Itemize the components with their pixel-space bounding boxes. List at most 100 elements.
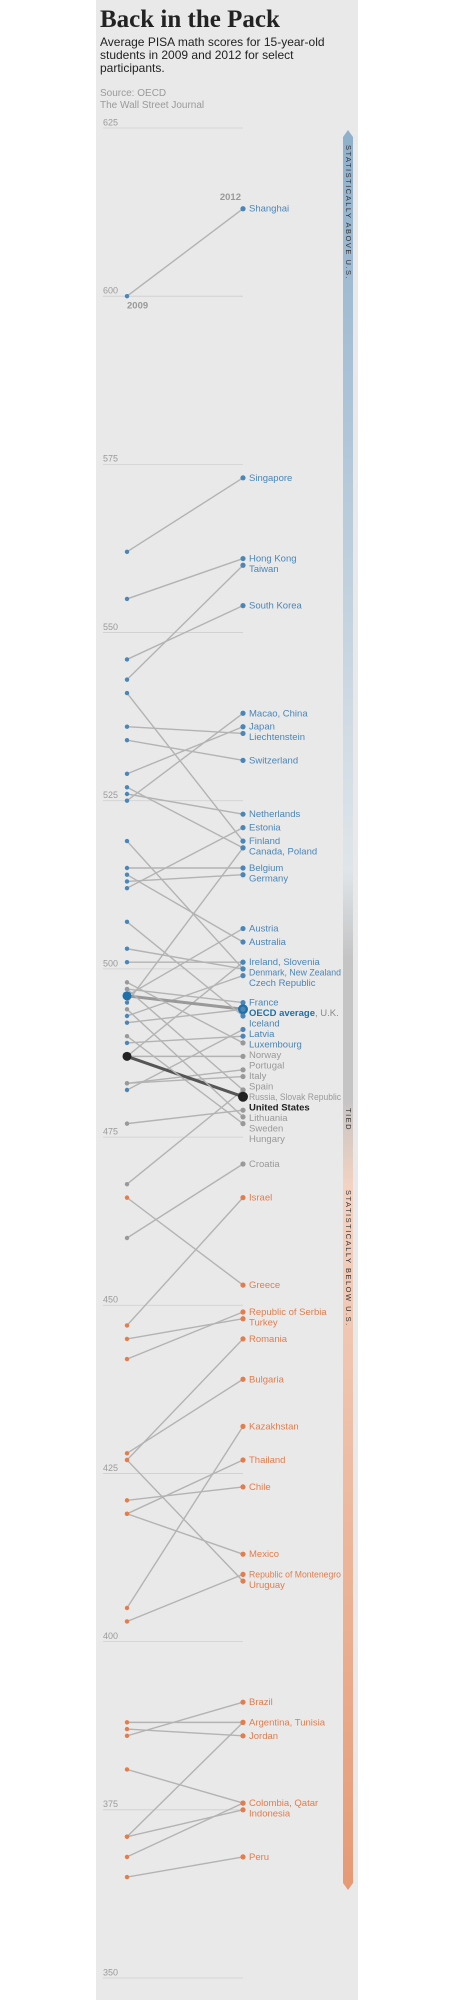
dot-2012 [240,475,246,481]
label-text: Turkey [249,1317,278,1328]
label-text: Uruguay [249,1579,285,1590]
label-text: Australia [249,937,287,948]
country-label: Peru [249,1851,269,1862]
label-text: Canada, Poland [249,846,317,857]
label-text: Denmark, New Zealand [249,967,341,978]
dot-2009 [124,1020,130,1025]
country-label: Liechtenstein [249,732,305,743]
dot-2009 [122,991,132,1001]
dot-2012 [240,206,246,212]
country-label: United States [249,1102,310,1113]
dot-2012 [240,825,246,831]
slope-line [126,1809,244,1838]
dot-2009 [124,1605,130,1611]
y-tick-label: 475 [103,1126,118,1136]
dot-2012 [240,1336,246,1342]
dot-2012 [240,1699,246,1705]
dot-2009 [124,946,130,951]
country-label: Netherlands [249,809,300,820]
slope-line [126,1802,244,1858]
slope-line [126,1054,244,1099]
label-text: Russia, Slovak Republic [249,1092,341,1103]
label-text: Thailand [249,1455,285,1466]
country-label: Ireland, Slovenia [249,957,320,968]
dot-2012 [240,1161,246,1167]
country-label: France [249,997,279,1008]
label-text: Austria [249,923,279,934]
dot-2009 [124,1087,130,1093]
label-text: Republic of Montenegro [249,1569,341,1580]
slope-line [126,692,244,842]
y-tick-label: 625 [103,117,118,127]
slope-line [126,1028,244,1091]
label-text: Bulgaria [249,1374,285,1385]
dot-2012 [240,710,246,716]
dot-2012 [240,757,246,763]
label-text: Mexico [249,1549,279,1560]
label-text: Singapore [249,472,292,483]
label-text: Spain [249,1081,273,1092]
label-text: Shanghai [249,203,289,214]
label-text: Taiwan [249,564,279,575]
slope-line [126,1768,244,1804]
country-label: Latvia [249,1029,275,1040]
slope-line [126,208,244,297]
label-text: Italy [249,1071,267,1082]
year-label: 2009 [127,301,148,312]
dot-2012 [240,1376,246,1382]
dot-2012 [240,811,246,817]
y-tick-label: 525 [103,790,118,800]
country-label: Austria [249,923,279,934]
dot-2009 [124,838,130,844]
dot-2012 [240,1551,246,1557]
dot-2012 [240,1457,246,1463]
dot-2009 [124,657,130,662]
dot-2009 [124,1040,130,1046]
country-label: Italy [249,1071,267,1082]
slope-line [126,827,244,889]
label-text: Chile [249,1481,271,1492]
country-label: Thailand [249,1455,285,1466]
slope-line [126,477,244,553]
dot-2009 [124,1733,130,1739]
dot-2009 [124,737,130,743]
label-text: Iceland [249,1018,280,1029]
dot-2012 [240,1484,246,1490]
label-text: Estonia [249,822,281,833]
dot-2012 [240,1571,246,1577]
country-label: Uruguay [249,1579,285,1590]
dot-2012 [240,1026,246,1033]
dot-2009 [124,690,130,696]
slope-line [126,1513,244,1555]
slope-line [126,988,244,1091]
slope-line [126,1197,244,1286]
slope-line [126,1008,244,1118]
dot-2012 [240,872,246,878]
label-text: Jordan [249,1730,278,1741]
slope-line [126,847,244,1003]
credit: The Wall Street Journal [100,100,205,111]
slope-line [126,1338,244,1461]
country-label: Greece [249,1280,280,1291]
dot-2012 [240,1719,246,1725]
slope-line [126,712,244,802]
slope-line [126,1728,244,1737]
dot-2009 [124,1323,130,1328]
dot-2012 [240,1006,246,1012]
country-label: Lithuania [249,1113,288,1124]
label-text: Netherlands [249,809,300,820]
dot-2012 [240,1087,246,1093]
dot-2012 [240,724,246,730]
country-label: Indonesia [249,1808,291,1819]
dot-2009 [124,879,130,884]
country-label: Switzerland [249,755,298,766]
dot-2012 [240,1040,246,1046]
label-text: France [249,997,279,1008]
country-label: Romania [249,1333,288,1344]
lines [126,208,244,1878]
y-tick-label: 450 [103,1295,118,1305]
dot-2012 [240,562,246,568]
slope-line [126,1318,244,1340]
label-text: Peru [249,1851,269,1862]
